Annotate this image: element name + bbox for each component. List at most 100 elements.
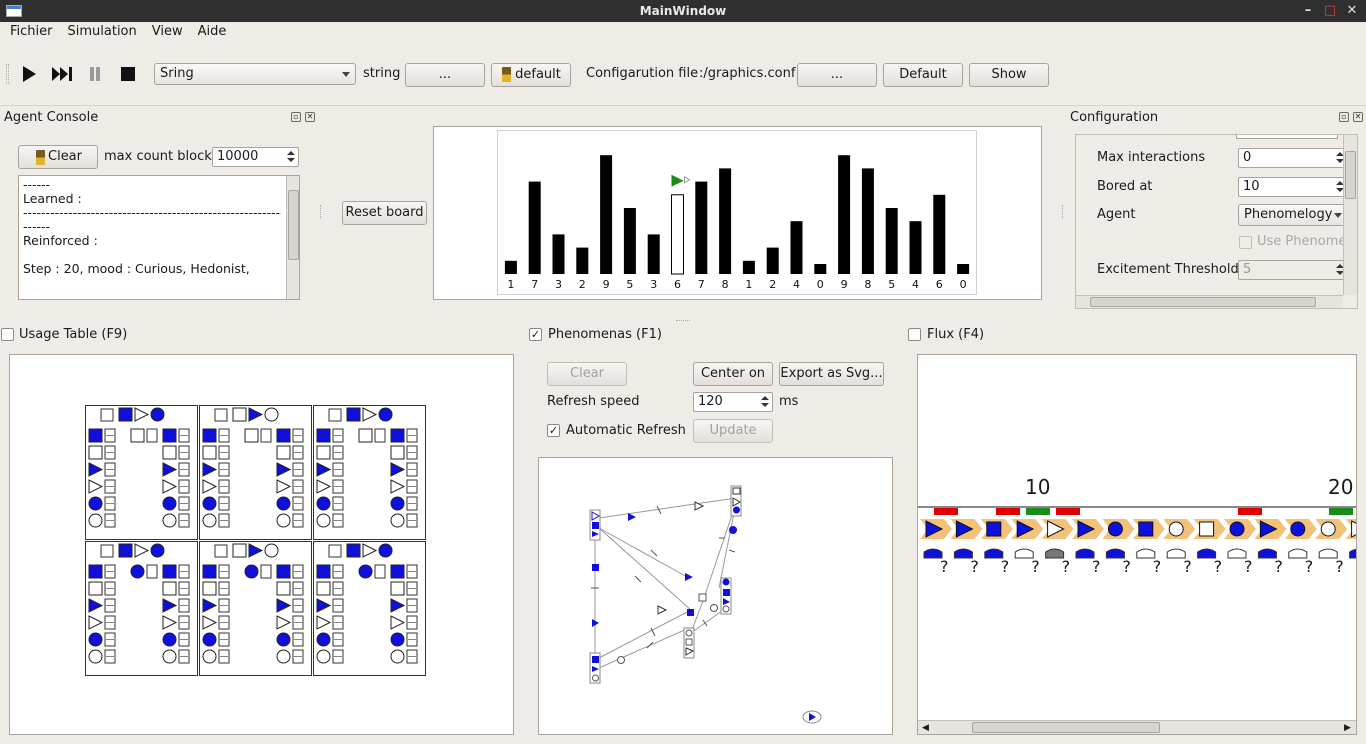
- config-show-button[interactable]: Show: [969, 63, 1049, 87]
- config-hscrollbar[interactable]: [1076, 295, 1343, 308]
- spin-up-icon[interactable]: [1334, 179, 1346, 187]
- string-browse-button[interactable]: ...: [405, 63, 485, 87]
- node-triangle-icon[interactable]: [694, 501, 705, 511]
- phenomenas-clear-button[interactable]: Clear: [547, 362, 627, 386]
- export-svg-button[interactable]: Export as Svg...: [779, 362, 884, 386]
- node-triangle-icon[interactable]: [592, 619, 599, 627]
- splitter-handle[interactable]: [320, 205, 322, 219]
- config-vscrollbar[interactable]: [1343, 135, 1357, 295]
- auto-refresh-checkbox[interactable]: ✓: [547, 424, 560, 437]
- circle-icon: [378, 407, 393, 422]
- maximize-button[interactable]: □: [1323, 3, 1337, 18]
- node-circle-icon[interactable]: [729, 526, 737, 534]
- square-icon: [232, 407, 247, 422]
- board-cell-label: 8: [722, 278, 729, 291]
- dock-float-icon[interactable]: ▫: [291, 112, 301, 122]
- spin-down-icon[interactable]: [285, 157, 297, 165]
- refresh-speed-spinbox[interactable]: 120: [693, 392, 773, 412]
- board-cell[interactable]: [695, 181, 708, 274]
- board-cell[interactable]: [552, 234, 565, 274]
- spin-up-icon[interactable]: [759, 394, 771, 402]
- board-cell[interactable]: [742, 260, 755, 274]
- dock-close-icon[interactable]: ✕: [305, 112, 315, 122]
- board-cell[interactable]: [766, 247, 779, 274]
- toolbar-grip[interactable]: [6, 64, 9, 84]
- console-clear-button[interactable]: Clear: [18, 145, 98, 169]
- board-cell[interactable]: [790, 221, 803, 274]
- center-on-button[interactable]: Center on: [693, 362, 773, 386]
- flux-hscrollbar[interactable]: ◀ ▶: [918, 720, 1356, 734]
- board-cell[interactable]: [838, 155, 851, 274]
- node-square-icon[interactable]: [687, 609, 694, 616]
- spin-up-icon[interactable]: [1334, 150, 1346, 158]
- play-icon[interactable]: [18, 64, 40, 84]
- excitement-threshold-spinbox[interactable]: 5: [1238, 260, 1348, 280]
- bored-at-spinbox[interactable]: 10: [1238, 177, 1348, 197]
- splitter-handle[interactable]: [676, 320, 690, 322]
- max-interactions-spinbox[interactable]: 0: [1238, 148, 1348, 168]
- spin-up-icon[interactable]: [285, 149, 297, 157]
- board-cell[interactable]: [623, 208, 636, 274]
- minimize-button[interactable]: –: [1304, 3, 1312, 18]
- dock-float-icon[interactable]: ▫: [1339, 112, 1349, 122]
- board-cell[interactable]: [861, 168, 874, 274]
- scrollbar-thumb[interactable]: [288, 190, 299, 260]
- agent-select[interactable]: Phenomelogy: [1238, 204, 1348, 226]
- usage-block: [199, 541, 312, 676]
- stop-icon[interactable]: [117, 64, 139, 84]
- board-cell[interactable]: [576, 247, 589, 274]
- dock-close-icon[interactable]: ✕: [1353, 112, 1363, 122]
- board-cell[interactable]: [885, 208, 898, 274]
- node-triangle-icon[interactable]: [685, 573, 693, 581]
- board-cell[interactable]: [933, 194, 946, 274]
- board-cell[interactable]: [719, 168, 732, 274]
- board-cell[interactable]: [504, 260, 517, 274]
- menu-simulation[interactable]: Simulation: [67, 24, 137, 39]
- menu-aide[interactable]: Aide: [197, 24, 227, 39]
- chevron-left-icon[interactable]: ◀: [922, 723, 929, 733]
- update-button[interactable]: Update: [693, 419, 773, 443]
- node-square-icon[interactable]: [698, 593, 707, 602]
- node-triangle-icon[interactable]: [657, 605, 668, 615]
- menu-fichier[interactable]: Fichier: [10, 24, 53, 39]
- spin-up-icon[interactable]: [1334, 262, 1346, 270]
- spin-down-icon[interactable]: [1334, 158, 1346, 166]
- pause-icon[interactable]: [84, 64, 106, 84]
- node-triangle-icon[interactable]: [628, 513, 636, 521]
- spin-down-icon[interactable]: [1334, 270, 1346, 278]
- config-default-button[interactable]: Default: [883, 63, 963, 87]
- board-cell[interactable]: [600, 155, 613, 274]
- default-button[interactable]: default: [491, 63, 571, 87]
- graph-nodes: [589, 485, 822, 724]
- usage-table-checkbox[interactable]: [1, 328, 14, 341]
- flux-checkbox[interactable]: [908, 328, 921, 341]
- close-button[interactable]: ✕: [1346, 3, 1358, 18]
- node-square-icon[interactable]: [592, 564, 599, 571]
- config-browse-button[interactable]: ...: [797, 63, 877, 87]
- log-line: Learned :: [23, 191, 82, 206]
- max-count-spinbox[interactable]: 10000: [212, 147, 299, 167]
- menu-view[interactable]: View: [151, 24, 183, 39]
- environment-select[interactable]: Sring: [154, 63, 356, 85]
- node-circle-icon[interactable]: [617, 656, 625, 664]
- node-circle-icon[interactable]: [710, 604, 718, 612]
- console-log[interactable]: ------ Learned : -----------------------…: [18, 175, 300, 300]
- board-cell[interactable]: [814, 264, 827, 274]
- scrollbar-thumb[interactable]: [1090, 297, 1316, 307]
- spin-down-icon[interactable]: [1334, 187, 1346, 195]
- board-cell[interactable]: [909, 221, 922, 274]
- reset-board-button[interactable]: Reset board: [342, 201, 427, 225]
- chevron-right-icon[interactable]: ▶: [1344, 723, 1351, 733]
- console-scrollbar[interactable]: [286, 176, 299, 299]
- scrollbar-thumb[interactable]: [1345, 151, 1356, 199]
- fast-forward-icon[interactable]: [50, 64, 74, 84]
- splitter-handle[interactable]: [1062, 205, 1064, 219]
- board-cell[interactable]: [957, 264, 970, 274]
- board-cell[interactable]: [647, 234, 660, 274]
- spin-down-icon[interactable]: [759, 402, 771, 410]
- use-phenome-checkbox[interactable]: [1239, 236, 1252, 249]
- board-cell-agent[interactable]: [671, 194, 684, 275]
- board-cell[interactable]: [528, 181, 541, 274]
- phenomenas-checkbox[interactable]: ✓: [529, 328, 542, 341]
- scrollbar-thumb[interactable]: [972, 722, 1160, 733]
